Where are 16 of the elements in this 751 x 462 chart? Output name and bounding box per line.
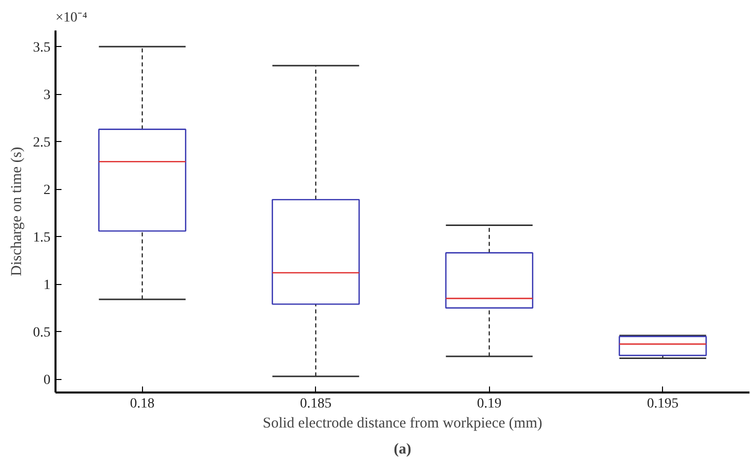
y-tick-label: 3	[44, 88, 50, 104]
y-tick-label: 2.5	[33, 136, 50, 151]
x-axis-title: Solid electrode distance from workpiece (mm)	[262, 416, 542, 432]
y-tick-label: 1	[44, 278, 50, 294]
y-tick-label: 1.5	[33, 230, 50, 246]
text: (a)	[394, 442, 412, 458]
x-tick-label: 0.19	[477, 396, 502, 412]
y-axis-title: Discharge on time (s)	[9, 146, 25, 276]
x-tick-label: 0.195	[647, 396, 678, 412]
y-tick-label: 0.5	[33, 326, 50, 341]
y-tick-label: 3.5	[33, 40, 50, 56]
y-tick-label: 2	[44, 183, 50, 198]
y-tick-label: 0	[44, 373, 50, 388]
x-tick-label: 0.185	[300, 396, 332, 412]
x-tick-label: 0.18	[130, 396, 154, 412]
text: ×10⁻⁴	[56, 10, 88, 26]
